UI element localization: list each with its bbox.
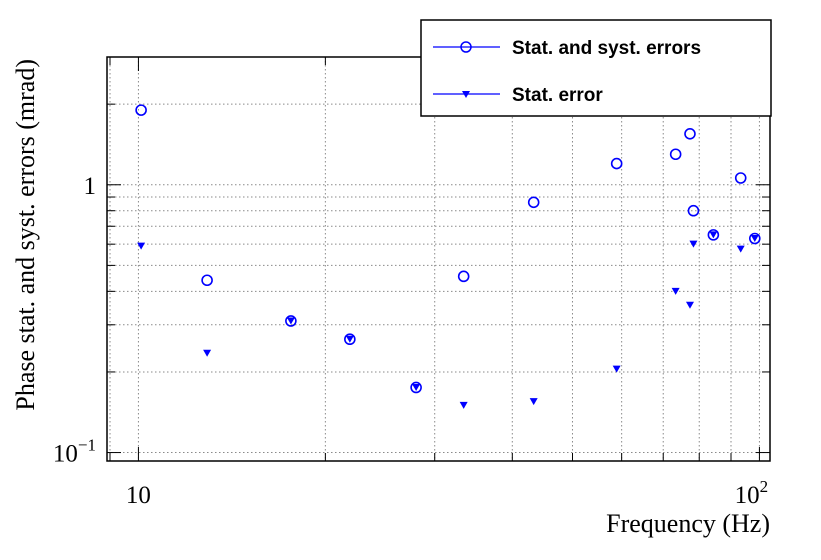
tick-labels: 10 102 10−1 1 (53, 173, 768, 509)
data-point-stat (529, 398, 538, 406)
data-point-stat (709, 231, 718, 239)
data-point-stat (750, 235, 759, 243)
data-point-stat-syst (457, 270, 470, 283)
data-point-stat (685, 301, 694, 309)
data-point-stat-syst (527, 196, 540, 209)
data-point-stat-syst (707, 229, 720, 241)
data-point-stat-syst (344, 333, 356, 346)
legend-marker-open-circle (460, 41, 472, 53)
data-point-stat-syst (669, 148, 682, 161)
data-point-stat (286, 317, 295, 325)
x-axis-title: Frequency (Hz) (606, 509, 770, 538)
data-point-stat (459, 401, 468, 409)
data-point-stat-syst (201, 274, 213, 287)
legend-label-stat-syst: Stat. and syst. errors (512, 38, 701, 59)
data-point-stat-syst (135, 104, 147, 116)
data-point-stat (689, 240, 698, 248)
x-tick-label: 10 (126, 482, 151, 509)
data-point-stat-syst (734, 172, 747, 184)
data-point-stat (612, 365, 621, 373)
data-point-stat (671, 287, 680, 295)
data-point-stat-syst (687, 204, 700, 217)
legend-marker-filled-triangle (462, 91, 470, 98)
data-point-stat-syst (610, 157, 623, 170)
legend-label-stat: Stat. error (512, 85, 603, 106)
data-point-stat (203, 349, 212, 357)
y-axis-title: Phase stat. and syst. errors (mrad) (11, 59, 40, 411)
x-tick-label: 102 (735, 477, 769, 509)
data-point-stat (736, 245, 745, 253)
data-point-stat (345, 335, 354, 343)
axis-ticks (107, 57, 770, 461)
data-point-stat (412, 383, 421, 391)
legend-box (420, 19, 772, 117)
data-point-stat (137, 242, 146, 250)
data-points (135, 104, 761, 409)
data-point-stat-syst (748, 232, 761, 245)
data-point-stat-syst (285, 315, 297, 327)
data-point-stat-syst (410, 381, 422, 394)
grid (107, 57, 770, 461)
data-point-stat-syst (684, 127, 696, 140)
y-tick-label: 10−1 (53, 436, 96, 468)
legend: Stat. and syst. errors Stat. error (420, 19, 772, 117)
plot-frame (106, 56, 771, 462)
y-tick-label: 1 (84, 173, 97, 200)
